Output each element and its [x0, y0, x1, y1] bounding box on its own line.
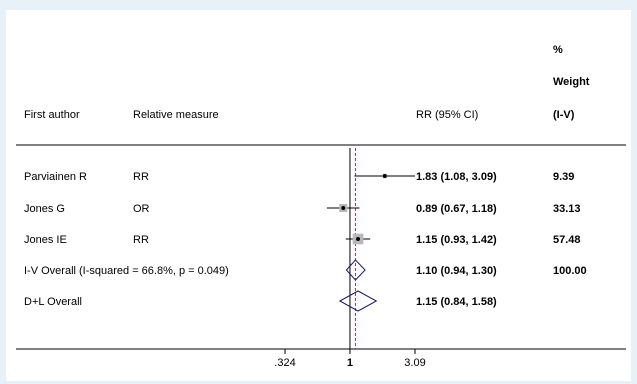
study-measure-label: OR	[133, 203, 150, 215]
weight-header-line-3: (I-V)	[553, 109, 575, 121]
ci-column-header: RR (95% CI)	[416, 109, 478, 121]
pooled-weight-label: 100.00	[553, 265, 587, 277]
study-weight-label: 33.13	[553, 203, 581, 215]
pooled-diamond	[345, 259, 366, 281]
study-author-label: Parviainen R	[24, 171, 87, 183]
forest-plot-panel: % Weight (I-V) First author Relative measure…	[6, 10, 631, 381]
weight-header-line-1: %	[553, 44, 563, 56]
x-axis-tick-label: .324	[274, 357, 295, 369]
study-weight-label: 57.48	[553, 234, 581, 246]
study-point-estimate	[341, 206, 346, 210]
pooled-estimate-label: I-V Overall (I-squared = 66.8%, p = 0.04…	[24, 265, 229, 277]
study-ci-label: 1.15 (0.93, 1.42)	[416, 234, 497, 246]
study-author-label: Jones G	[24, 203, 65, 215]
forest-plot: % Weight (I-V) First author Relative measure…	[16, 44, 626, 369]
x-axis-tick-label: 1	[347, 357, 353, 369]
author-column-header: First author	[24, 109, 80, 121]
pooled-ci-label: 1.15 (0.84, 1.58)	[416, 296, 497, 308]
weight-header-line-2: Weight	[553, 76, 590, 88]
study-ci-label: 0.89 (0.67, 1.18)	[416, 203, 497, 215]
study-author-label: Jones IE	[24, 234, 67, 246]
study-point-estimate	[382, 174, 387, 178]
study-weight-label: 9.39	[553, 171, 574, 183]
pooled-estimate-label: D+L Overall	[24, 296, 82, 308]
measure-column-header: Relative measure	[133, 109, 219, 121]
study-measure-label: RR	[133, 171, 149, 183]
study-measure-label: RR	[133, 234, 149, 246]
x-axis-tick-label: 3.09	[404, 357, 425, 369]
pooled-diamond	[338, 290, 378, 312]
pooled-ci-label: 1.10 (0.94, 1.30)	[416, 265, 497, 277]
study-ci-label: 1.83 (1.08, 3.09)	[416, 171, 497, 183]
study-point-estimate	[356, 237, 361, 241]
